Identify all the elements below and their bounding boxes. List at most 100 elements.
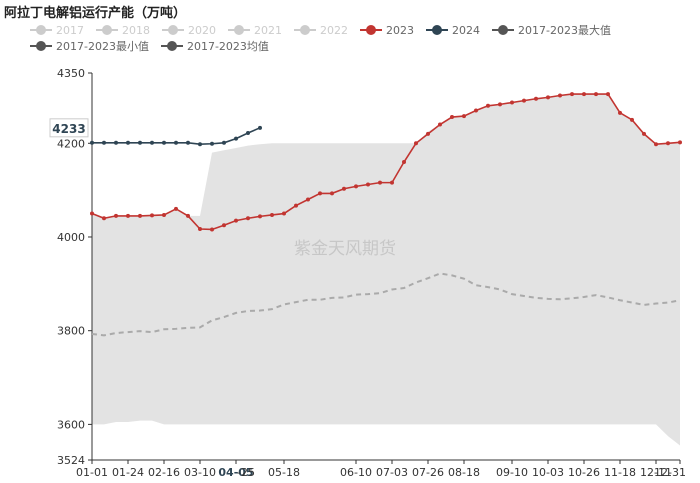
point-2023-26 — [402, 160, 406, 165]
point-2023-49 — [678, 140, 682, 145]
x-tick-label-7: 07-03 — [376, 466, 408, 479]
point-2023-17 — [294, 203, 298, 208]
point-2023-39 — [558, 93, 562, 98]
legend-marker — [492, 25, 514, 35]
point-2024-1 — [102, 140, 106, 145]
point-2023-45 — [630, 117, 634, 122]
legend-label: 2024 — [452, 23, 480, 37]
point-2023-33 — [486, 103, 490, 108]
point-2023-10 — [210, 227, 214, 232]
legend-label: 2018 — [122, 23, 150, 37]
point-2023-3 — [126, 213, 130, 218]
point-2023-41 — [582, 92, 586, 97]
point-2024-4 — [138, 140, 142, 145]
point-2023-1 — [102, 216, 106, 221]
x-tick-label-2: 02-16 — [148, 466, 180, 479]
point-2023-22 — [354, 184, 358, 189]
x-tick-label-1: 01-24 — [112, 466, 144, 479]
y-tick-label-5: 4350 — [57, 67, 85, 80]
point-2023-36 — [522, 98, 526, 103]
y-tick-label-0: 3524 — [57, 454, 85, 467]
x-tick-label-12: 10-26 — [568, 466, 600, 479]
legend-marker — [30, 41, 52, 51]
point-2023-11 — [222, 223, 226, 228]
point-2024-5 — [150, 140, 154, 145]
x-tick-label-highlight: 04-05 — [218, 466, 253, 479]
point-2023-37 — [534, 96, 538, 101]
point-2023-38 — [546, 95, 550, 100]
point-2023-19 — [318, 191, 322, 196]
point-2024-12 — [234, 136, 238, 141]
point-2023-42 — [594, 92, 598, 97]
point-2023-16 — [282, 211, 286, 216]
legend-label: 2017-2023最小值 — [56, 40, 149, 53]
x-tick-label-11: 10-03 — [532, 466, 564, 479]
legend-item-0[interactable]: 2017 — [30, 22, 84, 38]
legend-item-5[interactable]: 2023 — [360, 22, 414, 38]
chart-title: 阿拉丁电解铝运行产能（万吨） — [4, 6, 187, 21]
point-2024-7 — [174, 140, 178, 145]
x-tick-label-8: 07-26 — [412, 466, 444, 479]
point-2024-6 — [162, 140, 166, 145]
range-area — [92, 94, 680, 446]
point-2023-48 — [666, 141, 670, 146]
legend-item-9[interactable]: 2017-2023均值 — [160, 38, 269, 54]
point-2023-6 — [162, 212, 166, 217]
point-2023-23 — [366, 182, 370, 187]
legend: 2017 2018 2020 2021 2022 2023 2024 2017-2023最大值… — [30, 22, 690, 54]
point-2023-5 — [150, 213, 154, 218]
point-2023-2 — [114, 213, 118, 218]
x-tick-label-14: 12-11 — [640, 466, 672, 479]
legend-item-3[interactable]: 2021 — [228, 22, 282, 38]
legend-item-4[interactable]: 2022 — [294, 22, 348, 38]
point-2024-13 — [246, 130, 250, 135]
legend-marker — [228, 25, 250, 35]
point-2024-8 — [186, 140, 190, 145]
y-tick-label-1: 3600 — [57, 418, 85, 431]
legend-item-2[interactable]: 2020 — [162, 22, 216, 38]
x-tick-label-6: 06-10 — [340, 466, 372, 479]
legend-marker — [162, 25, 184, 35]
legend-marker — [160, 41, 183, 51]
legend-item-1[interactable]: 2018 — [96, 22, 150, 38]
legend-item-6[interactable]: 2024 — [426, 22, 480, 38]
x-tick-label-15: 12-31 — [654, 466, 686, 479]
point-2023-30 — [450, 115, 454, 120]
point-2024-0 — [90, 140, 94, 145]
point-2024-11 — [222, 140, 226, 145]
point-2023-43 — [606, 92, 610, 97]
point-2023-46 — [642, 131, 646, 136]
point-2023-31 — [462, 114, 466, 119]
legend-marker — [294, 25, 316, 35]
x-tick-label-13: 11-18 — [604, 466, 636, 479]
point-2023-18 — [306, 197, 310, 202]
point-2023-44 — [618, 110, 622, 115]
x-tick-label-partial: -25 — [237, 466, 255, 479]
point-2023-4 — [138, 213, 142, 218]
point-2024-2 — [114, 140, 118, 145]
point-2023-47 — [654, 142, 658, 147]
point-2024-10 — [210, 141, 214, 146]
point-2023-8 — [186, 213, 190, 218]
point-2023-40 — [570, 92, 574, 97]
x-tick-label-5: 05-18 — [268, 466, 300, 479]
x-tick-label-9: 08-18 — [448, 466, 480, 479]
point-2023-12 — [234, 218, 238, 223]
legend-item-8[interactable]: 2017-2023最小值 — [30, 38, 149, 54]
point-2023-13 — [246, 216, 250, 221]
legend-label: 2020 — [188, 23, 216, 37]
y-tick-label-4: 4200 — [57, 137, 85, 150]
legend-marker — [30, 25, 52, 35]
point-2023-28 — [426, 131, 430, 136]
y-tick-label-3: 4000 — [57, 231, 85, 244]
legend-item-7[interactable]: 2017-2023最大值 — [492, 22, 611, 38]
legend-label: 2017-2023最大值 — [518, 24, 611, 37]
x-tick-label-10: 09-10 — [496, 466, 528, 479]
legend-label: 2021 — [254, 23, 282, 37]
y-pointer-box — [49, 118, 89, 138]
legend-marker — [426, 25, 448, 35]
y-tick-label-2: 3800 — [57, 325, 85, 338]
point-2024-3 — [126, 140, 130, 145]
x-tick-label-3: 03-10 — [184, 466, 216, 479]
